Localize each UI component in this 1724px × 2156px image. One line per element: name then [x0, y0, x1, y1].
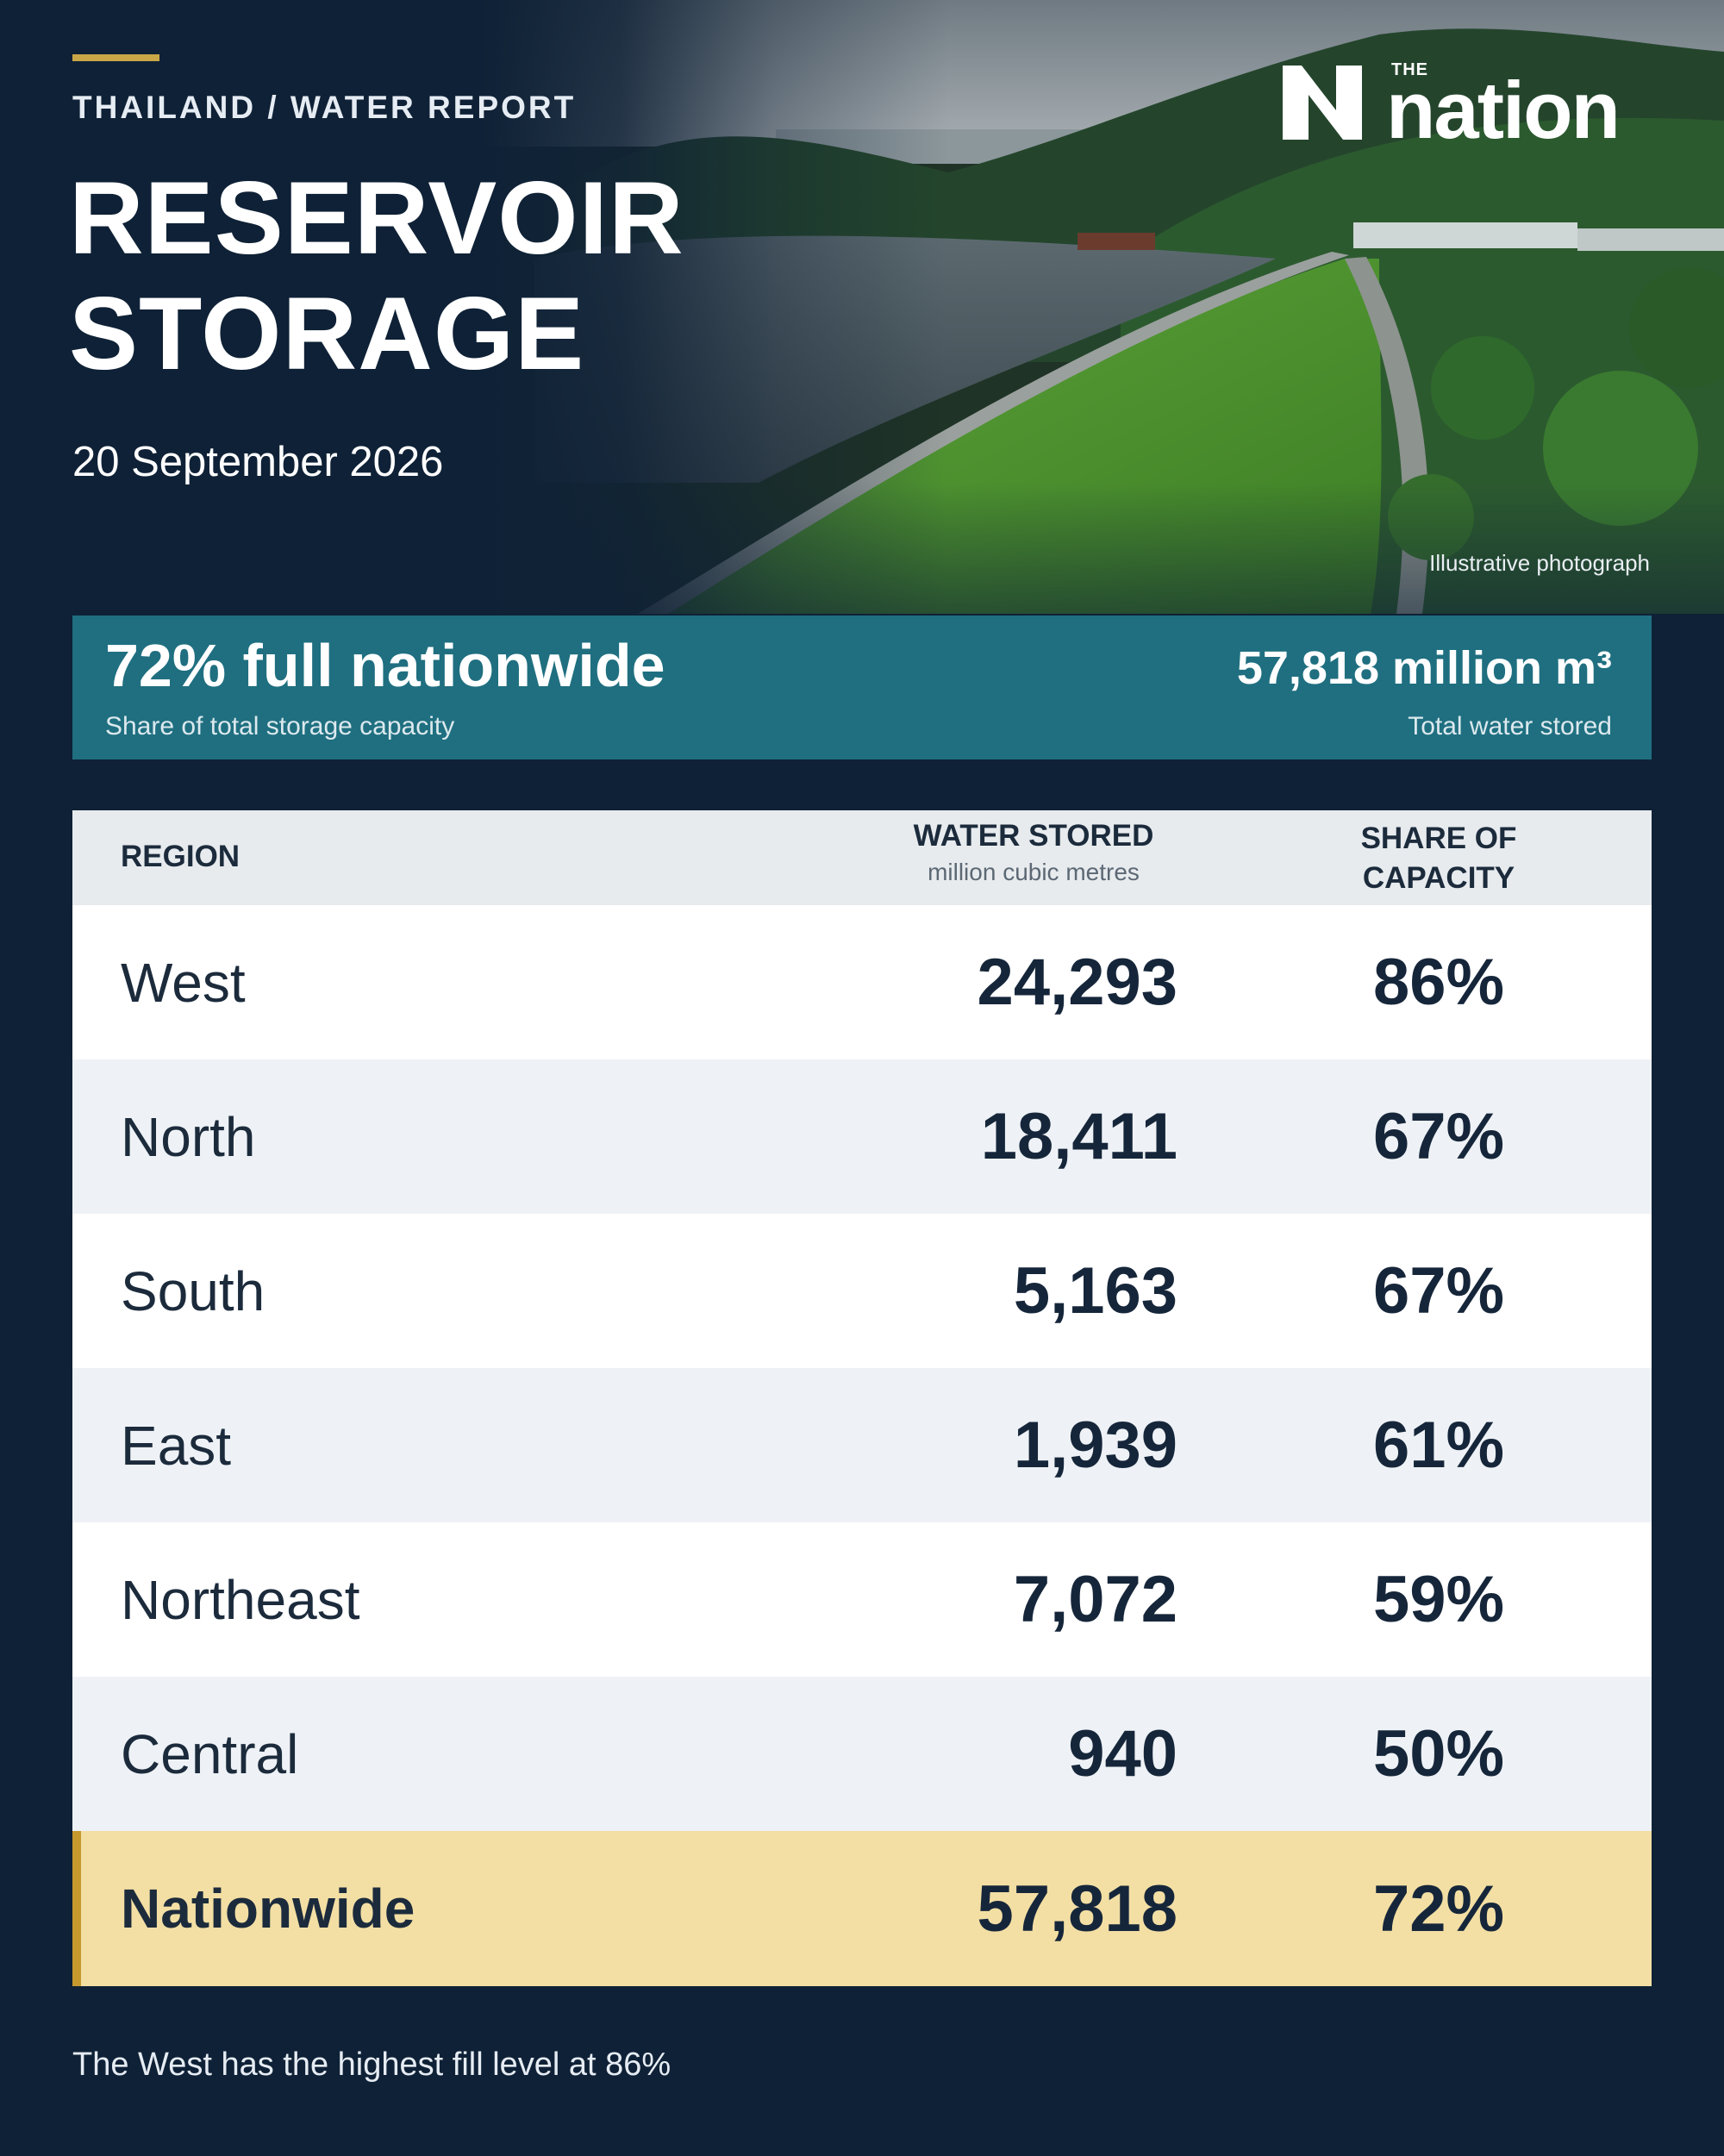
total-share-of-capacity-value: 72% [1372, 1872, 1505, 1946]
storage-table: REGION WATER STORED million cubic metres… [72, 810, 1652, 1986]
accent-rule [72, 54, 159, 61]
share-of-capacity-value: 50% [1372, 1717, 1505, 1790]
report-date: 20 September 2026 [72, 439, 444, 485]
table-total-row: Nationwide 57,818 72% [72, 1831, 1652, 1986]
column-header-water: WATER STORED million cubic metres [891, 819, 1176, 886]
table-row: South 5,163 67% [72, 1214, 1652, 1368]
footnote: The West has the highest fill level at 8… [72, 2047, 671, 2083]
region-name: South [121, 1259, 265, 1322]
summary-headline: 72% full nationwide [105, 632, 665, 699]
table-row: West 24,293 86% [72, 905, 1652, 1059]
total-water-stored-value: 57,818 [977, 1872, 1177, 1946]
summary-band: 72% full nationwide Share of total stora… [72, 616, 1652, 759]
page-title: RESERVOIR STORAGE [69, 160, 776, 391]
table-row: Central 940 50% [72, 1677, 1652, 1831]
water-stored-value: 940 [1068, 1717, 1177, 1790]
table-row: North 18,411 67% [72, 1059, 1652, 1214]
water-stored-value: 5,163 [1013, 1254, 1177, 1328]
photo-credit: Illustrative photograph [1429, 550, 1650, 576]
column-header-water-unit: million cubic metres [928, 859, 1140, 885]
total-region-name: Nationwide [121, 1878, 415, 1940]
summary-total: 57,818 million m³ [1236, 642, 1612, 694]
logo-the: THE [1391, 60, 1428, 79]
title-line-1: RESERVOIR [69, 160, 684, 276]
logo-wordmark: nation [1386, 65, 1621, 155]
region-name: Central [121, 1722, 299, 1785]
summary-total-caption: Total water stored [1408, 712, 1612, 741]
summary-headline-caption: Share of total storage capacity [105, 712, 455, 741]
table-row: Northeast 7,072 59% [72, 1522, 1652, 1677]
section-kicker: THAILAND / WATER REPORT [72, 90, 577, 125]
share-of-capacity-value: 59% [1372, 1563, 1505, 1636]
nation-n-icon [1283, 66, 1362, 140]
water-stored-value: 1,939 [1013, 1409, 1177, 1482]
region-name: North [121, 1105, 256, 1168]
share-of-capacity-value: 61% [1372, 1409, 1505, 1482]
hero-gradient-bottom [0, 483, 1724, 614]
column-header-share: SHARE OF CAPACITY [1305, 819, 1572, 898]
water-stored-value: 18,411 [980, 1100, 1177, 1173]
table-header: REGION WATER STORED million cubic metres… [72, 810, 1652, 905]
region-name: Northeast [121, 1568, 360, 1631]
water-stored-value: 7,072 [1013, 1563, 1177, 1636]
share-of-capacity-value: 86% [1372, 946, 1505, 1019]
column-header-share-line-1: SHARE OF [1360, 822, 1517, 855]
hero-photo [0, 0, 1724, 614]
share-of-capacity-value: 67% [1372, 1254, 1505, 1328]
title-line-2: STORAGE [69, 276, 585, 391]
region-name: East [121, 1414, 232, 1477]
share-of-capacity-value: 67% [1372, 1100, 1505, 1173]
the-nation-logo: THE nation [1283, 60, 1655, 152]
region-name: West [121, 951, 246, 1014]
column-header-water-label: WATER STORED [913, 819, 1154, 853]
water-stored-value: 24,293 [977, 946, 1177, 1019]
column-header-region: REGION [121, 840, 240, 873]
column-header-share-line-2: CAPACITY [1362, 861, 1515, 895]
table-row: East 1,939 61% [72, 1368, 1652, 1522]
